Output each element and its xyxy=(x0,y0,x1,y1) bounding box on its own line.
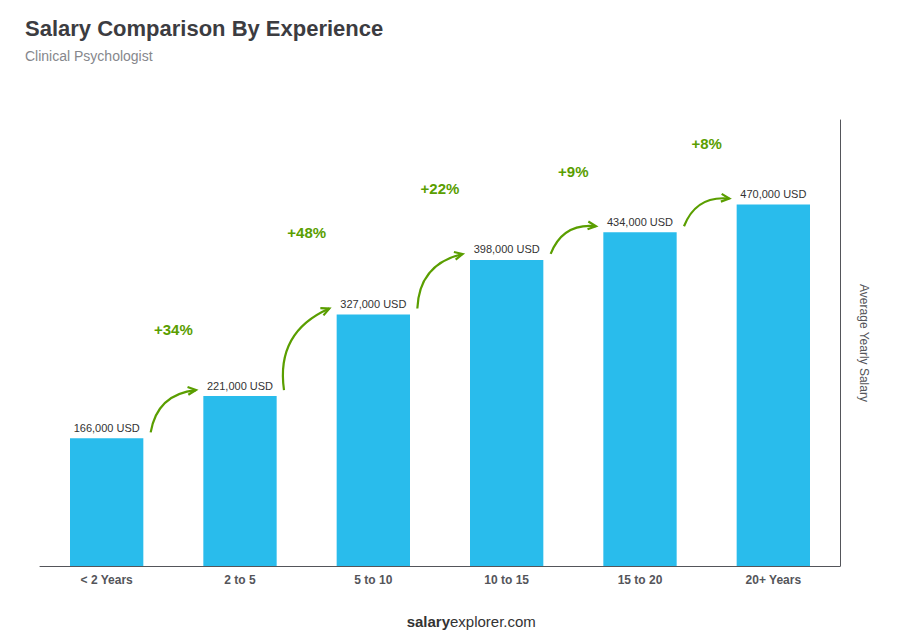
svg-text:398,000 USD: 398,000 USD xyxy=(474,243,540,255)
svg-text:+34%: +34% xyxy=(154,321,193,338)
svg-text:20+ Years: 20+ Years xyxy=(746,573,802,587)
svg-text:+48%: +48% xyxy=(287,224,326,241)
svg-text:Clinical Psychologist: Clinical Psychologist xyxy=(25,48,153,64)
svg-text:< 2 Years: < 2 Years xyxy=(81,573,133,587)
svg-text:434,000 USD: 434,000 USD xyxy=(607,216,673,228)
svg-text:explorer.com: explorer.com xyxy=(450,613,536,630)
svg-text:Salary Comparison By Experienc: Salary Comparison By Experience xyxy=(25,16,383,41)
svg-text:327,000 USD: 327,000 USD xyxy=(340,298,406,310)
svg-text:Average Yearly Salary: Average Yearly Salary xyxy=(857,284,871,402)
svg-text:+8%: +8% xyxy=(691,135,721,152)
svg-text:470,000 USD: 470,000 USD xyxy=(740,188,806,200)
svg-text:+22%: +22% xyxy=(421,180,460,197)
svg-text:+9%: +9% xyxy=(558,163,588,180)
svg-text:221,000 USD: 221,000 USD xyxy=(207,380,273,392)
svg-text:10 to 15: 10 to 15 xyxy=(484,573,529,587)
svg-text:15 to 20: 15 to 20 xyxy=(618,573,663,587)
svg-text:166,000 USD: 166,000 USD xyxy=(74,422,140,434)
svg-text:2 to 5: 2 to 5 xyxy=(224,573,256,587)
svg-text:5 to 10: 5 to 10 xyxy=(354,573,392,587)
svg-text:salary: salary xyxy=(407,613,451,630)
